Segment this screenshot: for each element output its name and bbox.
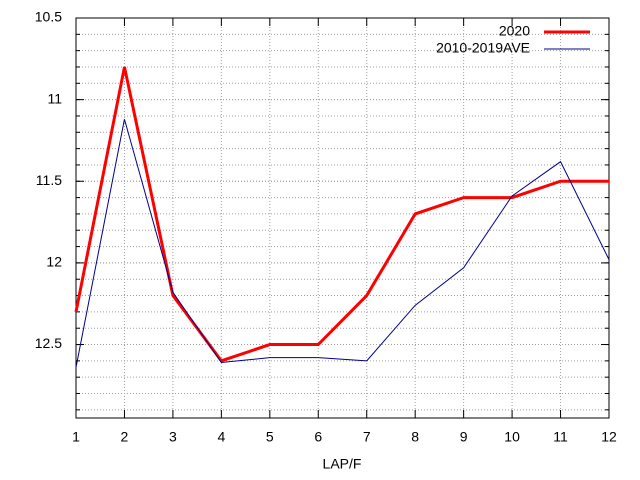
x-tick-label: 12: [601, 429, 617, 445]
x-tick-label: 4: [217, 429, 225, 445]
y-tick-label: 11.5: [36, 172, 62, 188]
legend-label: 2010-2019AVE: [436, 40, 530, 56]
y-tick-label: 10.5: [35, 9, 62, 25]
plot-frame: [75, 17, 610, 419]
x-tick-label: 2: [121, 429, 129, 445]
x-tick-label: 8: [411, 429, 419, 445]
x-tick-label: 3: [169, 429, 177, 445]
y-tick-label: 12: [46, 254, 62, 270]
x-tick-label: 10: [504, 429, 520, 445]
series-line: [75, 119, 610, 368]
x-tick-label: 1: [72, 429, 80, 445]
series-line: [74, 66, 609, 363]
y-tick-label: 11: [47, 90, 62, 106]
legend-label: 2020: [499, 23, 530, 39]
x-tick-label: 6: [314, 429, 322, 445]
x-tick-label: 5: [266, 429, 274, 445]
x-axis-label: LAP/F: [323, 456, 362, 472]
x-tick-label: 9: [460, 429, 468, 445]
x-tick-label: 7: [363, 429, 371, 445]
y-tick-label: 12.5: [35, 335, 62, 351]
x-tick-label: 11: [553, 429, 568, 445]
